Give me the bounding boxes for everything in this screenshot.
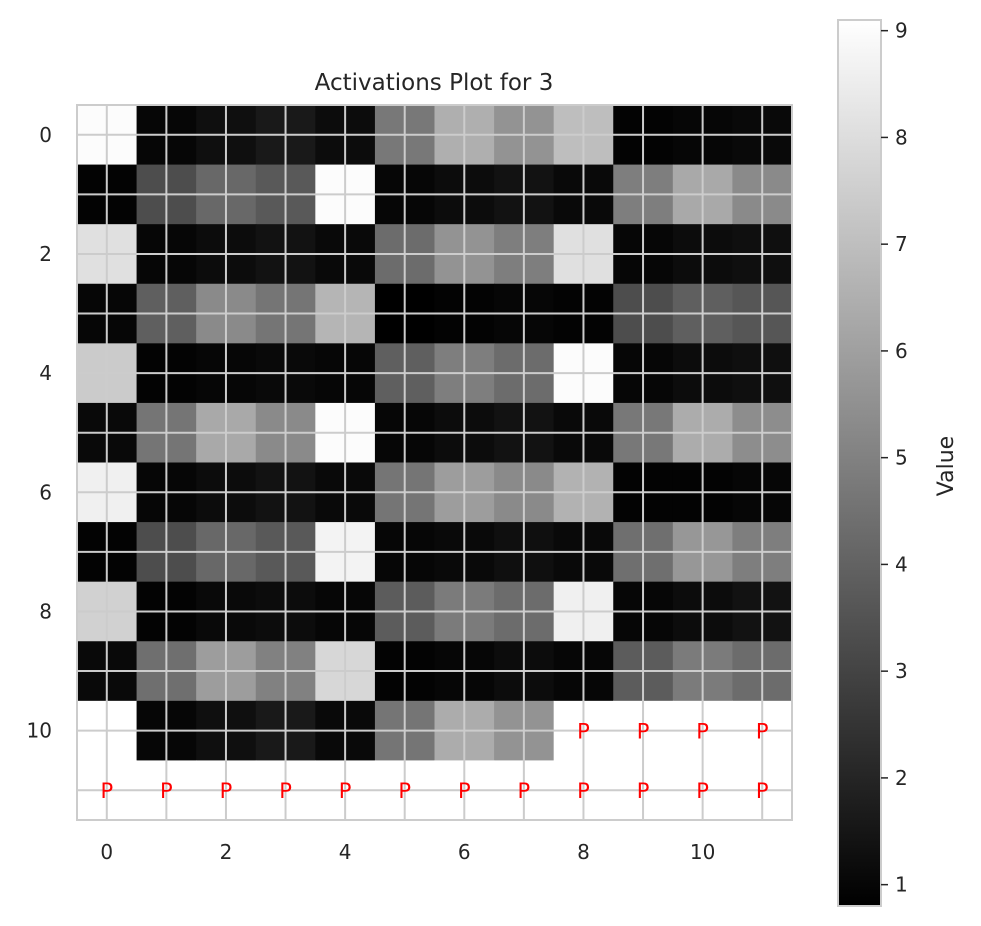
pad-marker: P — [756, 720, 769, 744]
y-tick-label: 6 — [39, 480, 52, 504]
pad-marker: P — [398, 779, 411, 803]
pad-marker: P — [518, 779, 531, 803]
y-tick-label: 4 — [39, 361, 52, 385]
y-tick-label: 2 — [39, 242, 52, 266]
pad-marker: P — [577, 779, 590, 803]
pad-marker: P — [100, 779, 113, 803]
pad-marker: P — [279, 779, 292, 803]
x-tick-label: 4 — [339, 840, 352, 864]
pad-marker: P — [339, 779, 352, 803]
colorbar — [837, 19, 882, 907]
colorbar-tick-label: 6 — [895, 339, 908, 363]
x-tick-label: 0 — [100, 840, 113, 864]
pad-marker: P — [696, 720, 709, 744]
y-axis-ticks: 0 2 4 6 8 10 — [27, 123, 52, 743]
y-tick-label: 8 — [39, 599, 52, 623]
colorbar-tick-label: 2 — [895, 766, 908, 790]
pad-marker: P — [458, 779, 471, 803]
colorbar-tick-label: 5 — [895, 446, 908, 470]
grid-lines — [77, 105, 792, 820]
pad-marker: P — [577, 720, 590, 744]
colorbar-ticks: 1 2 3 4 5 6 7 8 9 — [881, 19, 908, 897]
pad-marker: P — [696, 779, 709, 803]
colorbar-tick-label: 3 — [895, 659, 908, 683]
colorbar-tick-label: 4 — [895, 552, 908, 576]
chart-title: Activations Plot for 3 — [315, 70, 554, 96]
colorbar-tick-label: 8 — [895, 125, 908, 149]
x-tick-label: 2 — [220, 840, 233, 864]
y-tick-label: 0 — [39, 123, 52, 147]
y-tick-label: 10 — [27, 719, 52, 743]
x-axis-ticks: 0 2 4 6 8 10 — [100, 840, 715, 864]
x-tick-label: 10 — [690, 840, 715, 864]
colorbar-tick-label: 1 — [895, 873, 908, 897]
pad-marker: P — [756, 779, 769, 803]
x-tick-label: 6 — [458, 840, 471, 864]
heatmap-cells — [77, 105, 793, 821]
colorbar-label: Value — [934, 436, 959, 496]
pad-marker: P — [637, 779, 650, 803]
x-tick-label: 8 — [577, 840, 590, 864]
pad-marker: P — [637, 720, 650, 744]
pad-markers: P P P P P P P P P P P P P P P P — [100, 720, 768, 804]
colorbar-tick-label: 7 — [895, 232, 908, 256]
pad-marker: P — [160, 779, 173, 803]
colorbar-tick-label: 9 — [895, 19, 908, 43]
plot-frame — [76, 104, 793, 821]
pad-marker: P — [220, 779, 233, 803]
